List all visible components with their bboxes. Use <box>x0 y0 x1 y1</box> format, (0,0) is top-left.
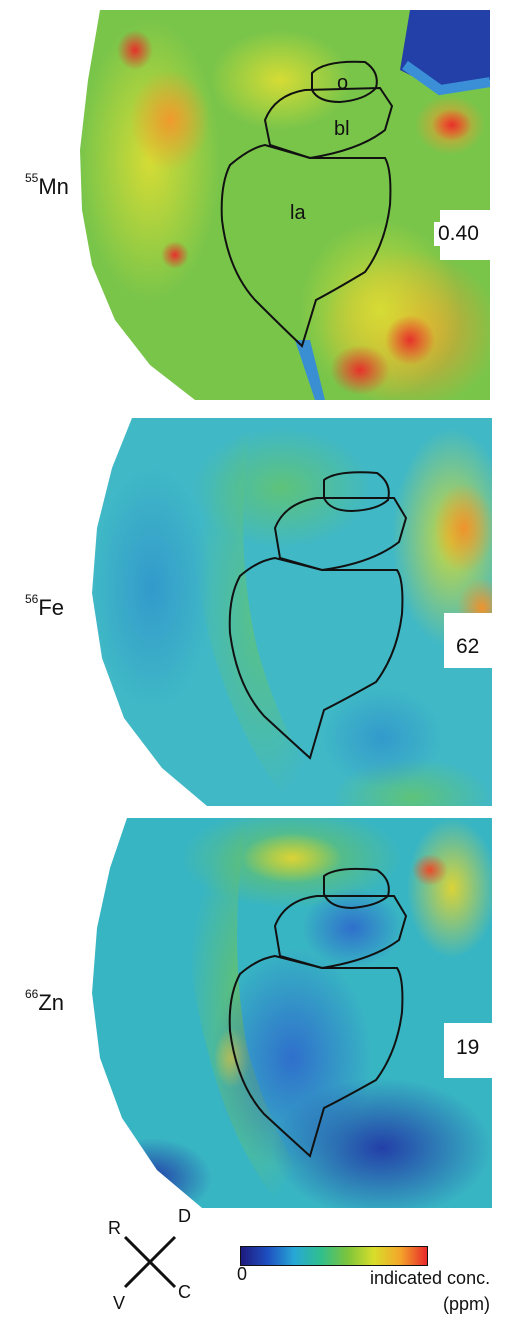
fe-region-la-outline <box>228 556 404 760</box>
map-panel-fe <box>92 418 492 806</box>
compass-label-v: V <box>113 1293 126 1313</box>
colorbar <box>240 1246 428 1266</box>
colorbar-unit-label: (ppm) <box>443 1294 491 1314</box>
element-label-fe: 56Fe <box>25 591 65 620</box>
region-label-la: la <box>290 202 306 224</box>
zn-region-bl-outline <box>273 895 408 970</box>
max-value-mn: 0.40 <box>434 222 483 246</box>
region-label-o: o <box>337 72 349 94</box>
zn-map <box>92 818 492 1208</box>
max-value-fe: 62 <box>452 635 484 659</box>
orientation-compass <box>123 1235 177 1289</box>
region-label-bl: bl <box>334 118 350 140</box>
max-value-zn: 19 <box>452 1036 484 1060</box>
region-la-outline <box>220 143 392 348</box>
region-bl-outline <box>263 86 394 160</box>
zn-region-la-outline <box>228 954 404 1158</box>
fe-region-o-outline <box>323 471 390 513</box>
fe-region-bl-outline <box>273 497 408 572</box>
map-panel-mn <box>80 10 490 400</box>
compass-label-c: C <box>178 1282 191 1302</box>
map-panel-zn <box>92 818 492 1208</box>
compass-label-d: D <box>178 1206 191 1226</box>
colorbar-max-label: indicated conc. <box>370 1268 491 1288</box>
colorbar-min-label: 0 <box>237 1264 248 1284</box>
compass-label-r: R <box>108 1218 121 1238</box>
mn-map <box>80 10 490 400</box>
element-label-zn: 66Zn <box>25 986 65 1015</box>
fe-map <box>92 418 492 806</box>
element-label-mn: 55Mn <box>25 170 69 199</box>
